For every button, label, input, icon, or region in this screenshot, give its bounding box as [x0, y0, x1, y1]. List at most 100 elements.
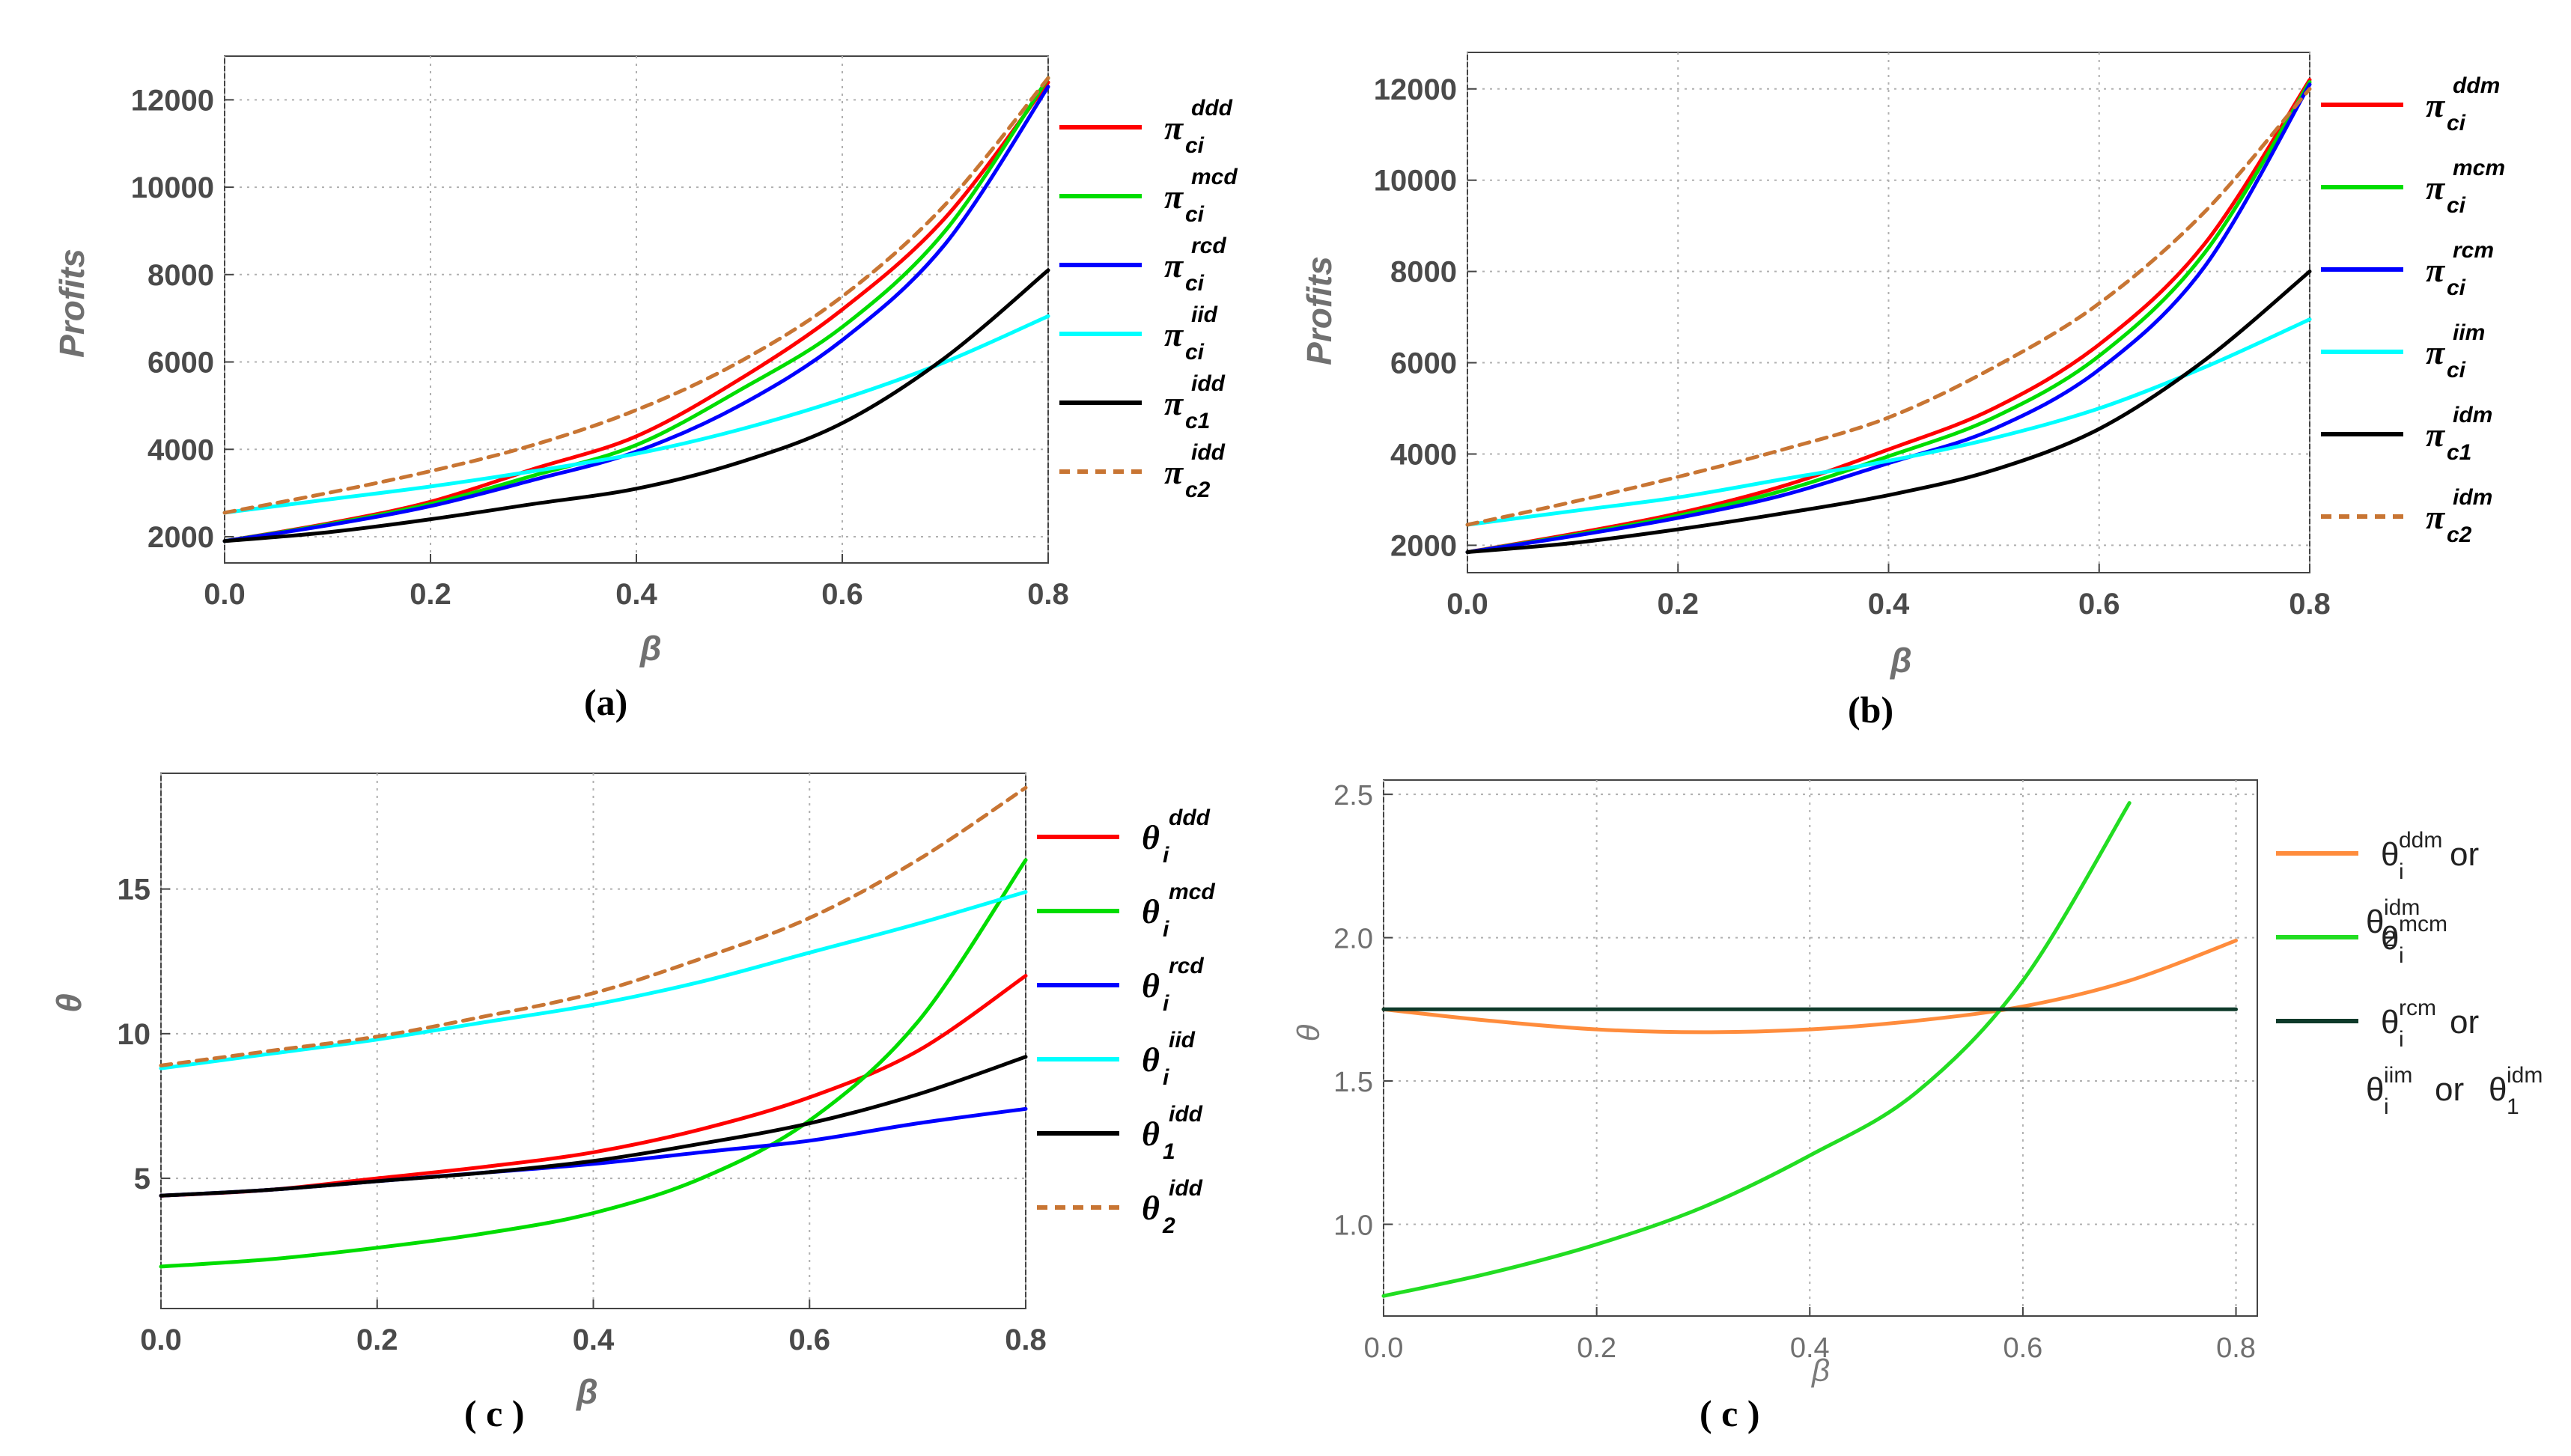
panel-b-x-axis-label: β [1890, 641, 1912, 680]
x-tick-label: 0.8 [2216, 1332, 2256, 1364]
x-tick-label: 0.8 [1005, 1324, 1047, 1356]
legend-subscript: i [1163, 991, 1169, 1016]
panel-c-right-y-axis-label: θ [1291, 1024, 1326, 1041]
x-tick-label: 0.6 [2078, 588, 2120, 621]
legend-subscript: i [2384, 1094, 2389, 1119]
legend-superscript: iim [2453, 320, 2485, 345]
panel-a-caption: (a) [584, 681, 627, 723]
legend-label: π [2426, 251, 2446, 289]
y-tick-label: 15 [118, 874, 151, 907]
x-tick-label: 0.8 [1027, 578, 1069, 611]
legend-subscript: c1 [1185, 409, 1210, 433]
y-tick-label: 8000 [1390, 256, 1457, 289]
y-tick-label: 2.0 [1333, 924, 1373, 955]
panel-b-y-axis-label: Profits [1300, 256, 1339, 365]
legend-superscript: ddd [1169, 805, 1211, 830]
legend-label: θ [1142, 966, 1160, 1005]
panel-c-right-caption: ( c ) [1700, 1392, 1760, 1434]
legend-superscript: iid [1191, 302, 1218, 327]
legend-subscript: ci [1185, 340, 1205, 365]
series-line-2 [222, 85, 1050, 543]
legend-superscript: iid [1169, 1028, 1196, 1053]
panel-a-y-axis-label: Profits [52, 249, 91, 358]
legend-label: π [2426, 333, 2446, 371]
legend-superscript: idd [1169, 1176, 1203, 1201]
legend-label: θ [2366, 904, 2384, 940]
legend-label: π [1164, 177, 1184, 216]
panel-b-caption: (b) [1848, 689, 1893, 731]
legend-subscript: ci [2447, 275, 2466, 300]
legend-label: π [1164, 315, 1184, 353]
legend-superscript: mcm [2453, 156, 2505, 180]
legend-subscript: i [2399, 859, 2404, 884]
legend-subscript: ci [2447, 358, 2466, 383]
x-tick-label: 0.2 [1657, 588, 1699, 621]
panel-c-left-x-axis-label: β [576, 1372, 598, 1411]
y-tick-label: 2000 [1390, 529, 1457, 562]
x-tick-label: 0.6 [821, 578, 863, 611]
legend-superscript: idd [1169, 1102, 1203, 1127]
x-tick-label: 0.4 [1868, 588, 1910, 621]
legend-subscript: c2 [2447, 523, 2472, 547]
legend-subscript: 2 [1162, 1213, 1175, 1238]
legend-superscript: idm [2507, 1063, 2543, 1088]
legend-subscript: 1 [1163, 1139, 1175, 1164]
series-line-3 [159, 890, 1028, 1070]
legend-label: θ [1142, 818, 1160, 856]
legend-label: π [1164, 246, 1184, 284]
y-tick-label: 10000 [131, 171, 214, 204]
series-line-3 [222, 314, 1050, 515]
y-tick-label: 5 [134, 1163, 150, 1195]
legend-connector: or [2450, 1004, 2479, 1041]
legend-label: π [2426, 86, 2446, 124]
legend-label: π [2426, 168, 2446, 207]
legend-subscript: ci [2447, 111, 2466, 135]
legend-subscript: c2 [1185, 478, 1211, 502]
legend-superscript: idd [1191, 371, 1226, 396]
legend-superscript: idd [1191, 440, 1226, 465]
y-tick-label: 6000 [147, 347, 214, 380]
series-line-4 [1465, 269, 2312, 555]
legend-superscript: rcm [2399, 996, 2436, 1020]
legend-label: θ [1142, 1115, 1160, 1153]
series-line-4 [222, 268, 1050, 543]
panel-a-x-axis-label: β [639, 629, 662, 668]
series-line-1 [159, 858, 1028, 1269]
legend-label: θ [1142, 892, 1160, 930]
y-tick-label: 1.5 [1333, 1067, 1373, 1098]
y-tick-label: 6000 [1390, 347, 1457, 380]
x-tick-label: 0.2 [1577, 1332, 1616, 1364]
legend-subscript: i [2399, 1027, 2404, 1052]
x-tick-label: 0.8 [2289, 588, 2331, 621]
panel-b-chart: 0.0 0.2 0.4 0.6 0.8 2000 4000 6000 8000 10000 1200… [1374, 52, 2505, 621]
legend-superscript: rcm [2453, 238, 2494, 263]
legend-label: π [1164, 384, 1184, 422]
legend-superscript: ddm [2453, 73, 2500, 98]
panel-c-right-x-axis-label: β [1810, 1353, 1830, 1388]
x-tick-label: 0.4 [573, 1324, 615, 1356]
y-tick-label: 12000 [131, 84, 214, 117]
x-tick-label: 0.0 [204, 578, 246, 611]
legend-superscript: iim [2384, 1063, 2412, 1088]
series-line-5 [222, 76, 1050, 515]
series-line-2 [1465, 82, 2312, 555]
legend-label: θ [2381, 1004, 2399, 1041]
series-line-1 [1381, 801, 2132, 1298]
x-tick-label: 0.4 [1790, 1332, 1830, 1364]
legend-subscript: c1 [2447, 440, 2471, 465]
legend-superscript: ddd [1191, 96, 1233, 121]
legend-subscript: ci [1185, 202, 1205, 227]
legend-label: π [1164, 109, 1184, 147]
y-tick-label: 10 [118, 1018, 151, 1051]
legend-label: π [1164, 453, 1184, 491]
legend-superscript: rcd [1169, 954, 1204, 978]
legend-label: θ [1142, 1189, 1160, 1227]
legend-superscript: mcd [1169, 880, 1215, 904]
series-line-5 [1465, 87, 2312, 527]
legend-subscript: 1 [2507, 1094, 2519, 1119]
series-line-4 [159, 1055, 1028, 1198]
x-tick-label: 0.4 [615, 578, 657, 611]
legend-subscript: i [1163, 917, 1169, 942]
